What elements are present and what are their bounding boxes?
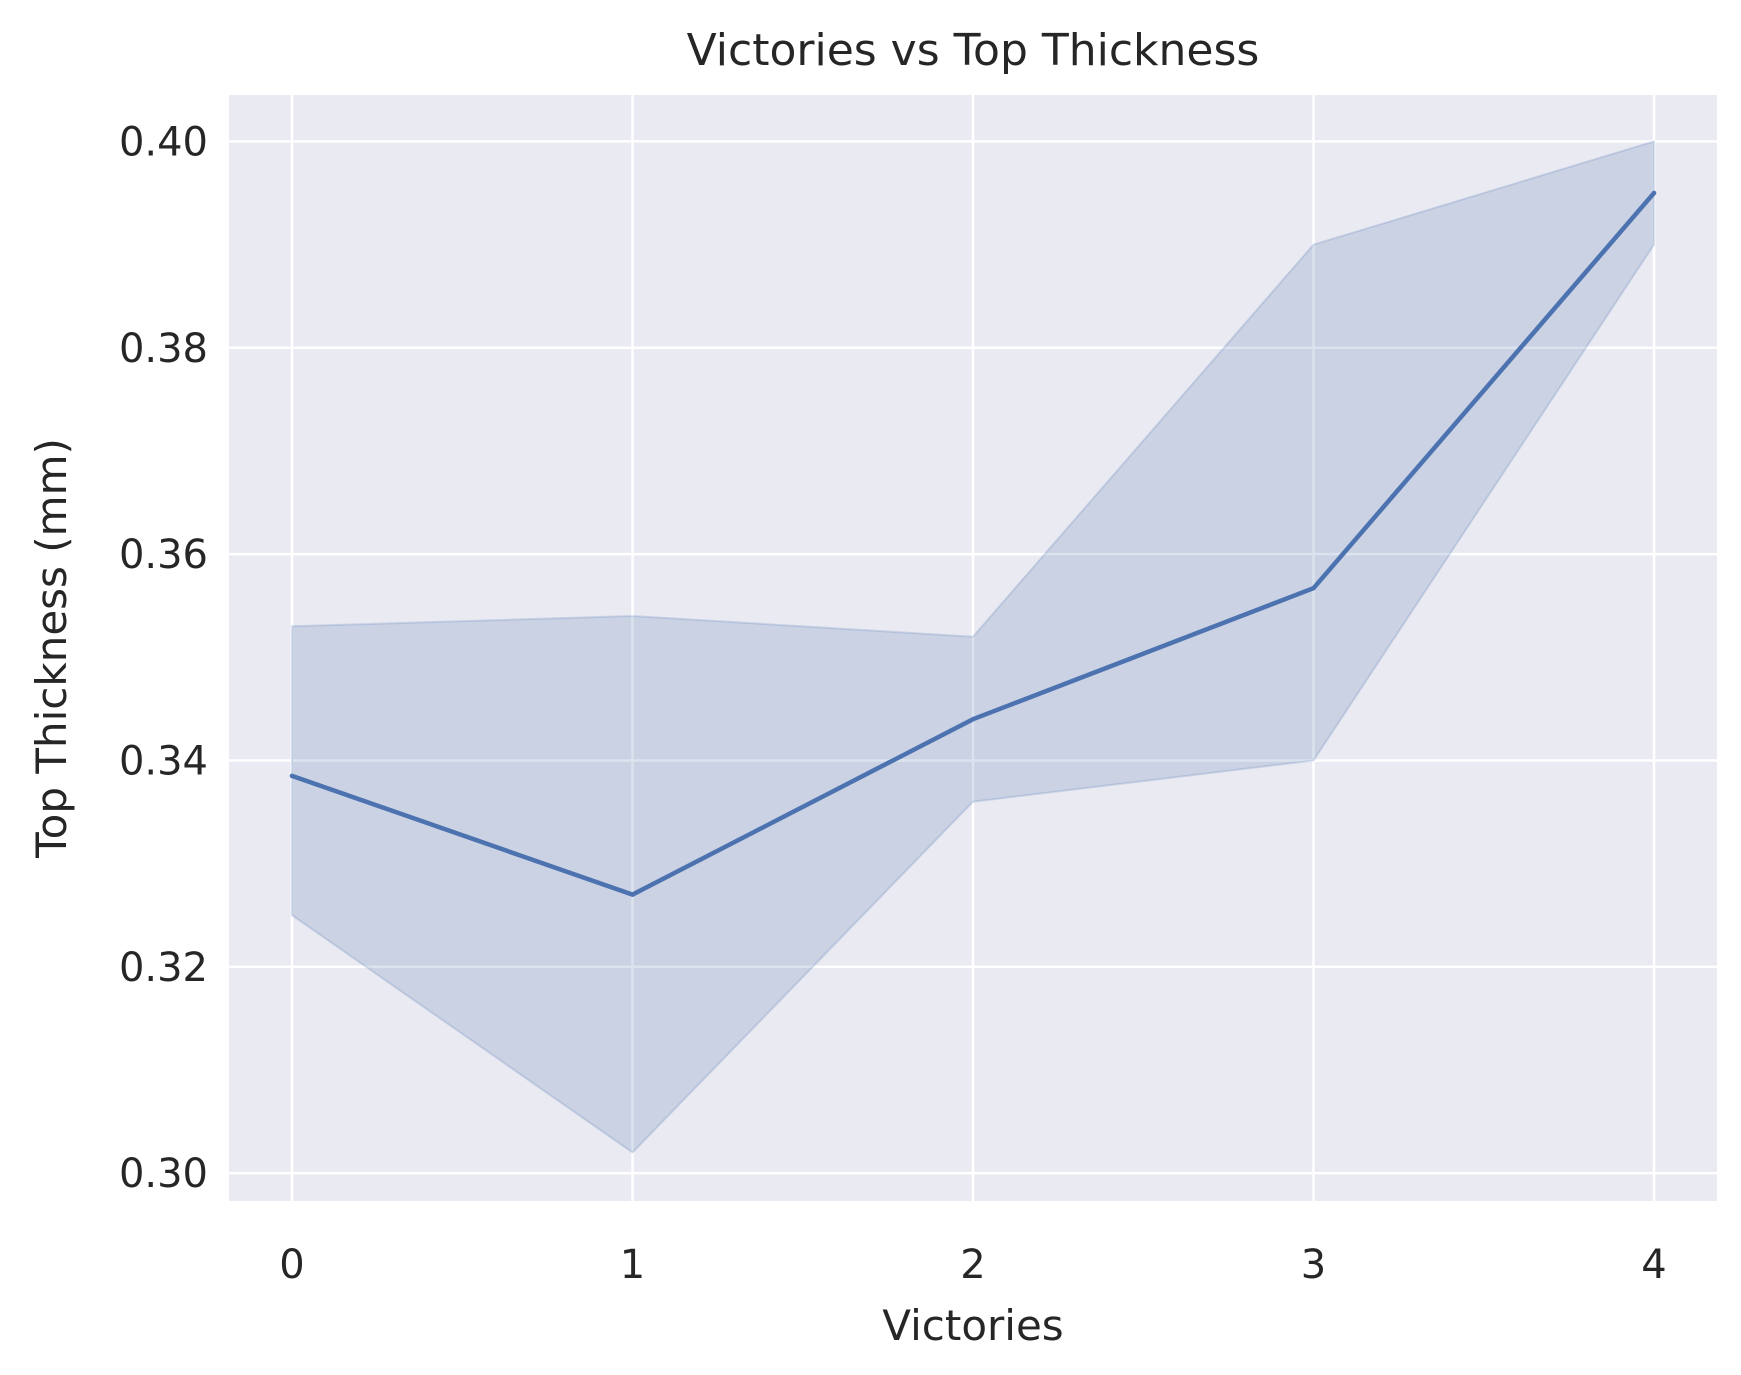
y-tick-label: 0.34 — [119, 738, 208, 784]
y-axis-title: Top Thickness (mm) — [27, 438, 76, 859]
confidence-band — [291, 140, 1655, 1154]
y-tick-label: 0.32 — [119, 945, 208, 991]
x-tick-labels: 0 1 2 3 4 — [279, 1242, 1666, 1288]
y-tick-label: 0.36 — [119, 532, 208, 578]
x-tick-label: 0 — [279, 1242, 304, 1288]
x-tick-label: 4 — [1641, 1242, 1666, 1288]
data-point — [1311, 585, 1316, 591]
x-tick-label: 2 — [960, 1242, 985, 1288]
x-axis-title: Victories — [882, 1301, 1063, 1350]
grid — [229, 95, 1717, 1201]
x-tick-label: 1 — [620, 1242, 645, 1288]
data-point — [630, 892, 635, 897]
data-point — [970, 716, 976, 722]
data-point — [289, 773, 295, 779]
x-tick-label: 3 — [1301, 1242, 1326, 1288]
chart-title: Victories vs Top Thickness — [687, 25, 1260, 76]
data-point — [1651, 190, 1657, 196]
data-points — [289, 190, 1657, 897]
y-tick-label: 0.40 — [119, 119, 208, 165]
y-tick-labels: 0.30 0.32 0.34 0.36 0.38 0.40 — [119, 119, 208, 1197]
y-tick-label: 0.38 — [119, 326, 208, 372]
y-tick-label: 0.30 — [119, 1151, 208, 1197]
